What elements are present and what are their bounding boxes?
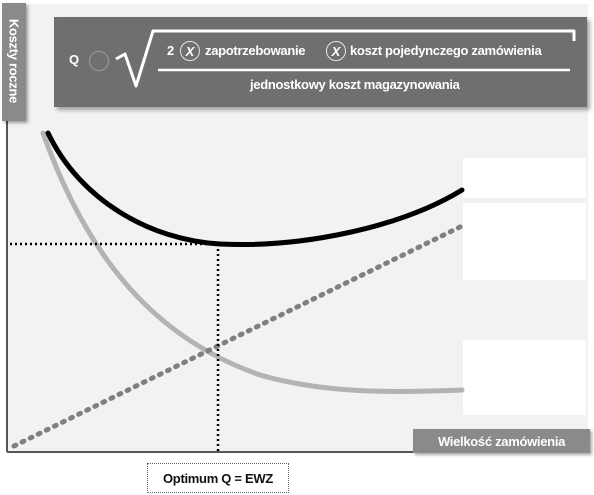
legend-slot-3 xyxy=(463,340,586,415)
multiply-circle-2: X xyxy=(326,41,346,61)
y-axis-title: Koszty roczne xyxy=(6,18,22,104)
total-cost-curve xyxy=(45,130,465,247)
formula-order-cost: koszt pojedynczego zamówienia xyxy=(350,43,542,58)
x-axis-title: Wielkość zamówienia xyxy=(437,433,566,449)
optimum-label: Optimum Q = EWZ xyxy=(163,470,273,486)
square-root-icon xyxy=(115,29,576,88)
formula-denominator: jednostkowy koszt magazynowania xyxy=(250,77,460,92)
legend-slot-2 xyxy=(463,203,586,280)
optimum-label-box: Optimum Q = EWZ xyxy=(147,463,289,493)
ordering-cost-curve xyxy=(40,130,465,394)
formula-lhs: Q xyxy=(69,52,79,67)
legend-slot-1 xyxy=(463,158,586,198)
eoq-formula-box: Q 2 X zapotrzebowanie X koszt pojedyncze… xyxy=(54,17,587,107)
holding-cost-line xyxy=(11,223,465,449)
formula-coefficient: 2 xyxy=(167,43,174,58)
multiply-circle-1: X xyxy=(180,41,200,61)
x-axis-title-box: Wielkość zamówienia xyxy=(413,429,590,453)
formula-demand: zapotrzebowanie xyxy=(205,43,306,58)
y-axis-title-box: Koszty roczne xyxy=(2,3,26,121)
equals-circle-icon xyxy=(89,51,109,71)
